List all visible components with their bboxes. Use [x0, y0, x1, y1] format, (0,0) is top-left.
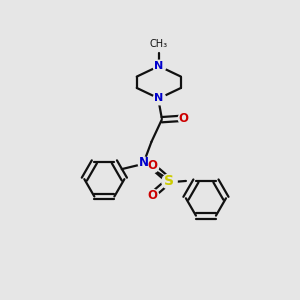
Text: O: O [147, 189, 157, 202]
Text: N: N [139, 157, 149, 169]
Text: O: O [179, 112, 189, 125]
Text: CH₃: CH₃ [150, 39, 168, 49]
Text: S: S [164, 174, 174, 188]
Text: N: N [154, 94, 164, 103]
Text: N: N [154, 61, 164, 71]
Text: O: O [147, 159, 157, 172]
